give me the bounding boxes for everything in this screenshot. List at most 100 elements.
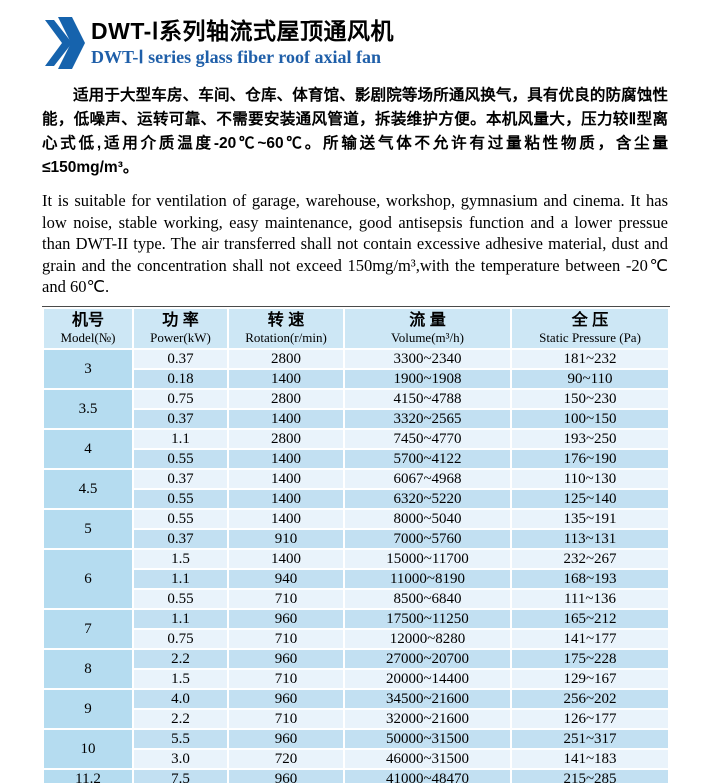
rotation-cell: 710 [229, 669, 343, 688]
rotation-cell: 910 [229, 529, 343, 548]
power-cell: 0.37 [134, 409, 227, 428]
pressure-cell: 129~167 [512, 669, 668, 688]
pressure-cell: 90~110 [512, 369, 668, 388]
table-row: 5 0.55 1400 8000~5040 135~191 [44, 509, 668, 548]
table-row: 1.1 940 11000~8190 168~193 [44, 569, 668, 588]
table-row: 7 1.1 960 17500~11250 165~212 [44, 609, 668, 648]
rotation-cell: 710 [229, 629, 343, 648]
model-cell: 3 [44, 349, 132, 388]
rotation-cell: 2800 [229, 389, 343, 408]
col-header-model: 机号 Model(№) [44, 308, 132, 348]
pressure-cell: 141~183 [512, 749, 668, 768]
volume-cell: 11000~8190 [345, 569, 510, 588]
rotation-cell: 940 [229, 569, 343, 588]
rotation-cell: 960 [229, 649, 343, 668]
pressure-cell: 176~190 [512, 449, 668, 468]
rotation-cell: 710 [229, 709, 343, 728]
col-header-power: 功 率 Power(kW) [134, 308, 227, 348]
rotation-cell: 960 [229, 769, 343, 783]
model-cell: 8 [44, 649, 132, 688]
table-row: 3.5 0.75 2800 4150~4788 150~230 [44, 389, 668, 428]
volume-cell: 34500~21600 [345, 689, 510, 708]
rotation-cell: 1400 [229, 509, 343, 528]
volume-cell: 50000~31500 [345, 729, 510, 748]
volume-cell: 20000~14400 [345, 669, 510, 688]
rotation-cell: 1400 [229, 409, 343, 428]
volume-cell: 15000~11700 [345, 549, 510, 568]
model-cell: 11.2 [44, 769, 132, 783]
table-header-row: 机号 Model(№) 功 率 Power(kW) 转 速 Rotation(r… [44, 308, 668, 348]
pressure-cell: 256~202 [512, 689, 668, 708]
rotation-cell: 1400 [229, 369, 343, 388]
table-row: 0.55 710 8500~6840 111~136 [44, 589, 668, 608]
pressure-cell: 193~250 [512, 429, 668, 448]
power-cell: 0.75 [134, 629, 227, 648]
double-chevron-icon [45, 17, 85, 69]
table-row: 6 1.5 1400 15000~11700 232~267 [44, 549, 668, 608]
col-header-pressure: 全 压 Static Pressure (Pa) [512, 308, 668, 348]
volume-cell: 3320~2565 [345, 409, 510, 428]
model-cell: 7 [44, 609, 132, 648]
power-cell: 1.1 [134, 429, 227, 448]
model-cell: 4.5 [44, 469, 132, 508]
volume-cell: 12000~8280 [345, 629, 510, 648]
rotation-cell: 960 [229, 609, 343, 628]
pressure-cell: 168~193 [512, 569, 668, 588]
volume-cell: 17500~11250 [345, 609, 510, 628]
power-cell: 1.5 [134, 549, 227, 568]
table-row: 1.5 710 20000~14400 129~167 [44, 669, 668, 688]
power-cell: 0.55 [134, 589, 227, 608]
model-cell: 10 [44, 729, 132, 768]
col-header-pressure-zh: 全 压 [571, 311, 609, 329]
power-cell: 1.5 [134, 669, 227, 688]
col-header-pressure-en: Static Pressure (Pa) [539, 329, 641, 345]
volume-cell: 41000~48470 [345, 769, 510, 783]
table-row: 3.0 720 46000~31500 141~183 [44, 749, 668, 768]
model-cell: 6 [44, 549, 132, 608]
table-row: 0.37 1400 3320~2565 100~150 [44, 409, 668, 428]
power-cell: 3.0 [134, 749, 227, 768]
power-cell: 1.1 [134, 569, 227, 588]
pressure-cell: 141~177 [512, 629, 668, 648]
volume-cell: 1900~1908 [345, 369, 510, 388]
table-row: 4.5 0.37 1400 6067~4968 110~130 [44, 469, 668, 508]
pressure-cell: 110~130 [512, 469, 668, 488]
power-cell: 0.55 [134, 449, 227, 468]
col-header-model-en: Model(№) [60, 329, 116, 345]
model-cell: 3.5 [44, 389, 132, 428]
power-cell: 7.5 [134, 769, 227, 783]
volume-cell: 7000~5760 [345, 529, 510, 548]
title-block: DWT-Ⅰ系列轴流式屋顶通风机 DWT-Ⅰ series glass fiber… [91, 17, 394, 69]
pressure-cell: 125~140 [512, 489, 668, 508]
pressure-cell: 100~150 [512, 409, 668, 428]
pressure-cell: 232~267 [512, 549, 668, 568]
volume-cell: 4150~4788 [345, 389, 510, 408]
intro-paragraph-en: It is suitable for ventilation of garage… [42, 191, 668, 296]
volume-cell: 46000~31500 [345, 749, 510, 768]
col-header-model-zh: 机号 [71, 311, 104, 329]
pressure-cell: 150~230 [512, 389, 668, 408]
spec-table-body: 3 0.37 2800 3300~2340 181~232 0.18 1400 1900~19… [44, 349, 668, 783]
volume-cell: 8000~5040 [345, 509, 510, 528]
volume-cell: 7450~4770 [345, 429, 510, 448]
pressure-cell: 111~136 [512, 589, 668, 608]
rotation-cell: 1400 [229, 489, 343, 508]
page-header: DWT-Ⅰ系列轴流式屋顶通风机 DWT-Ⅰ series glass fiber… [45, 17, 668, 69]
volume-cell: 8500~6840 [345, 589, 510, 608]
pressure-cell: 165~212 [512, 609, 668, 628]
model-cell: 5 [44, 509, 132, 548]
rotation-cell: 960 [229, 729, 343, 748]
pressure-cell: 126~177 [512, 709, 668, 728]
volume-cell: 6067~4968 [345, 469, 510, 488]
power-cell: 0.55 [134, 489, 227, 508]
power-cell: 1.1 [134, 609, 227, 628]
table-row: 10 5.5 960 50000~31500 251~317 [44, 729, 668, 768]
table-row: 9 4.0 960 34500~21600 256~202 [44, 689, 668, 728]
power-cell: 0.75 [134, 389, 227, 408]
table-row: 3 0.37 2800 3300~2340 181~232 [44, 349, 668, 388]
col-header-power-zh: 功 率 [162, 311, 199, 329]
table-row: 11.2 7.5 960 41000~48470 215~285 [44, 769, 668, 783]
power-cell: 0.37 [134, 529, 227, 548]
table-row: 0.55 1400 5700~4122 176~190 [44, 449, 668, 468]
